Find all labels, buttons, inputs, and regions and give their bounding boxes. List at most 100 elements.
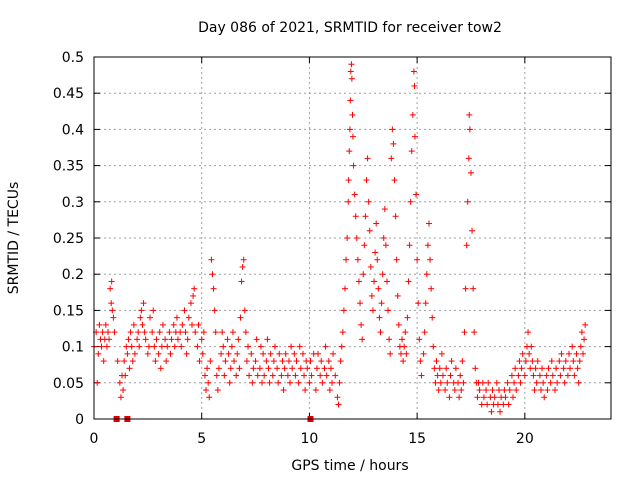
data-point [144,350,151,357]
data-point [526,350,533,357]
x-tick-label: 0 [90,431,99,447]
data-point [248,350,255,357]
data-point [205,379,212,386]
data-point [306,379,313,386]
data-point [425,220,432,227]
data-point [150,307,157,314]
data-point [556,358,563,365]
data-point [541,394,548,401]
data-point [424,242,431,249]
data-point [325,358,332,365]
data-point [397,350,404,357]
data-point [448,358,455,365]
data-point [529,358,536,365]
data-point [446,394,453,401]
data-point [102,321,109,328]
data-point [351,191,358,198]
data-point [111,329,118,336]
y-tick-label: 0.45 [53,86,84,102]
data-point [162,336,169,343]
x-axis-label: GPS time / hours [291,458,408,474]
data-point [363,177,370,184]
data-point [515,372,522,379]
data-point [479,379,486,386]
data-point [577,343,584,350]
data-point [488,408,495,415]
data-point [226,379,233,386]
data-point [129,358,136,365]
data-point [103,343,110,350]
data-point [313,365,320,372]
data-point [532,365,539,372]
data-point [478,401,485,408]
data-point [569,343,576,350]
data-point [166,329,173,336]
data-point [411,82,418,89]
data-point [516,358,523,365]
data-point [194,343,201,350]
data-point [460,379,467,386]
data-point [438,350,445,357]
data-point [214,387,221,394]
data-point [385,307,392,314]
data-point [141,329,148,336]
data-point [339,329,346,336]
data-point [139,321,146,328]
data-point [291,350,298,357]
data-point [574,365,581,372]
data-point [413,191,420,198]
data-point [383,278,390,285]
data-point [582,321,589,328]
data-point [484,401,491,408]
data-point [158,343,165,350]
data-point [543,372,550,379]
data-point [364,155,371,162]
data-point [307,358,314,365]
data-point [411,133,418,140]
data-point [114,358,121,365]
data-point [472,365,479,372]
data-point [152,358,159,365]
data-point [561,379,568,386]
data-point [96,321,103,328]
data-point [573,350,580,357]
data-point [388,155,395,162]
data-point [105,329,112,336]
data-point [285,358,292,365]
data-point [124,350,131,357]
y-axis-label: SRMTID / TECUs [6,182,22,295]
data-point [190,292,197,299]
data-point [354,256,361,263]
data-point [565,350,572,357]
data-point [327,365,334,372]
data-point [511,379,518,386]
data-point [480,394,487,401]
data-point [279,358,286,365]
data-point [196,358,203,365]
data-point [326,387,333,394]
data-point [462,285,469,292]
y-tick-label: 0 [75,412,84,428]
data-point [537,387,544,394]
data-point [164,343,171,350]
data-point [442,387,449,394]
data-point [387,350,394,357]
data-point [359,336,366,343]
data-point [280,387,287,394]
data-point [530,372,537,379]
data-point [509,394,516,401]
data-point [281,365,288,372]
x-tick-label: 20 [516,431,534,447]
data-point [155,350,162,357]
data-point [126,365,133,372]
data-point [428,285,435,292]
data-point [265,365,272,372]
data-point [213,372,220,379]
data-point [353,235,360,241]
data-point [519,350,526,357]
data-point [239,263,246,270]
data-point [389,126,396,133]
data-point [128,343,135,350]
data-point [295,379,302,386]
